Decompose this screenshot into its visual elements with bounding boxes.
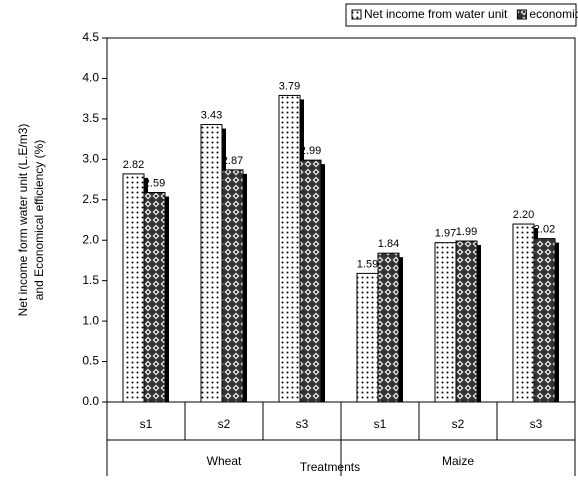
- data-label: 1.97: [435, 228, 456, 240]
- data-label: 2.82: [123, 159, 144, 171]
- y-tick-label: 3.5: [82, 111, 99, 125]
- data-label: 2.87: [222, 155, 243, 167]
- data-label: 3.43: [201, 109, 222, 121]
- legend-label: Net income from water unit: [364, 7, 508, 21]
- bar: [455, 240, 478, 403]
- y-tick-label: 4.5: [82, 30, 99, 44]
- bar: [143, 191, 166, 403]
- x-tick-label: s3: [296, 417, 309, 431]
- data-label: 3.79: [279, 80, 300, 92]
- y-tick-label: 4.0: [82, 71, 99, 85]
- data-label: 1.59: [357, 258, 378, 270]
- y-tick-label: 1.0: [82, 313, 99, 327]
- plot-frame: [106, 37, 576, 403]
- x-group-label: Maize: [442, 454, 474, 468]
- y-tick-label: 3.0: [82, 152, 99, 166]
- data-label: 1.84: [378, 238, 399, 250]
- legend-swatch: [516, 9, 527, 20]
- bar: [356, 272, 379, 403]
- bar: [377, 252, 400, 403]
- data-label: 1.99: [456, 226, 477, 238]
- x-tick-label: s2: [452, 417, 465, 431]
- bar: [200, 124, 223, 403]
- bar: [278, 94, 301, 403]
- bar: [533, 238, 556, 403]
- y-axis-label: and Economical efficiency (%): [32, 140, 46, 301]
- x-axis-label: Treatments: [300, 460, 360, 474]
- bar: [299, 159, 322, 403]
- data-label: 2.20: [513, 209, 534, 221]
- x-group-label: Wheat: [207, 454, 242, 468]
- bar: [512, 223, 535, 403]
- x-tick-label: s3: [530, 417, 543, 431]
- x-tick-label: s2: [218, 417, 231, 431]
- y-tick-label: 1.5: [82, 273, 99, 287]
- y-tick-label: 0.5: [82, 354, 99, 368]
- data-label: 2.02: [534, 224, 555, 236]
- x-tick-label: s1: [374, 417, 387, 431]
- data-label: 2.59: [144, 177, 165, 189]
- bar: [122, 173, 145, 403]
- legend-label: economical effeciency: [529, 7, 578, 21]
- legend-swatch: [351, 9, 362, 20]
- y-tick-label: 2.5: [82, 192, 99, 206]
- data-label: 2.99: [300, 145, 321, 157]
- y-tick-label: 2.0: [82, 232, 99, 246]
- x-tick-label: s1: [140, 417, 153, 431]
- y-axis-label: Net income form water unit (L.E/m3): [16, 124, 30, 317]
- bar: [434, 242, 457, 403]
- y-tick-label: 0.0: [82, 394, 99, 408]
- bar: [221, 169, 244, 403]
